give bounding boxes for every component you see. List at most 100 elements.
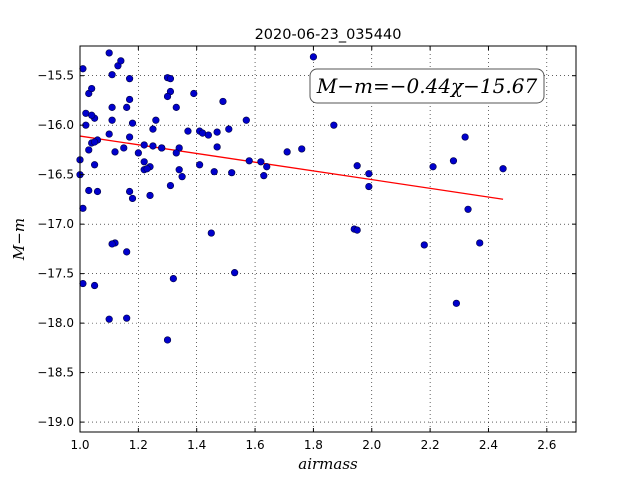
data-point	[353, 226, 361, 234]
data-point	[128, 194, 137, 203]
data-point	[260, 172, 268, 180]
data-point	[108, 240, 116, 248]
data-point	[461, 133, 469, 141]
y-tick-label: −17.5	[37, 267, 74, 281]
x-tick-label: 2.6	[537, 438, 556, 452]
data-point	[228, 169, 236, 177]
data-point	[88, 84, 96, 93]
data-point	[126, 133, 134, 141]
data-point	[309, 53, 318, 61]
data-point	[166, 181, 175, 190]
data-point	[242, 116, 250, 124]
y-tick-label: −19.0	[37, 415, 74, 429]
y-axis-label: M−m	[10, 218, 28, 261]
data-point	[105, 130, 113, 138]
data-point	[143, 165, 151, 173]
data-point	[231, 269, 239, 277]
data-point	[225, 125, 233, 133]
y-tick-label: −15.5	[37, 69, 74, 83]
data-point	[126, 187, 134, 196]
data-point	[149, 142, 157, 150]
x-axis-label: airmass	[298, 455, 358, 473]
data-point	[283, 148, 291, 156]
data-point	[146, 191, 154, 200]
y-tick-label: −16.0	[37, 118, 74, 132]
data-point	[169, 274, 177, 283]
data-point	[79, 279, 87, 288]
data-point	[449, 157, 458, 165]
data-point	[196, 161, 204, 169]
x-tick-label: 2.2	[421, 438, 440, 452]
data-point	[123, 314, 131, 322]
data-point	[79, 204, 87, 212]
x-tick-label: 1.4	[187, 438, 206, 452]
data-point	[126, 75, 134, 83]
y-tick-label: −18.0	[37, 316, 74, 330]
data-point	[452, 299, 460, 307]
data-point	[210, 168, 218, 176]
data-point	[105, 315, 113, 323]
fit-equation-box: M−m=−0.44χ−15.67	[309, 68, 545, 104]
data-point	[464, 205, 472, 213]
data-point	[134, 149, 142, 157]
data-point	[172, 103, 180, 111]
data-point	[207, 229, 215, 237]
data-point	[213, 143, 221, 151]
data-point	[420, 241, 428, 249]
chart-title: 2020-06-23_035440	[255, 27, 402, 43]
x-tick-label: 1.8	[304, 438, 323, 452]
data-point	[163, 92, 172, 101]
x-axis-ticks: 1.0 1.2 1.4 1.6 1.8 2.0 2.2 2.4 2.6	[70, 46, 556, 452]
data-point	[85, 146, 93, 154]
data-point	[111, 148, 119, 156]
x-tick-label: 1.0	[70, 438, 89, 452]
data-point	[108, 116, 116, 124]
data-point	[149, 125, 157, 133]
y-tick-label: −18.5	[37, 366, 74, 380]
data-point	[152, 116, 160, 124]
data-point	[166, 75, 175, 83]
data-point	[175, 166, 183, 174]
y-tick-label: −17.0	[37, 217, 74, 231]
x-tick-label: 2.4	[479, 438, 498, 452]
data-point	[90, 281, 99, 290]
data-point	[298, 145, 306, 153]
data-point	[126, 95, 134, 104]
y-tick-label: −16.5	[37, 168, 74, 182]
data-point	[365, 170, 373, 178]
data-point	[108, 103, 116, 111]
data-point	[140, 158, 148, 166]
data-point	[429, 163, 437, 171]
data-point	[88, 111, 96, 119]
fit-equation-text: M−m=−0.44χ−15.67	[316, 74, 538, 98]
data-point	[178, 173, 186, 181]
y-axis-ticks: −15.5 −16.0 −16.5 −17.0 −17.5 −18.0 −18.5 −19.0	[37, 69, 576, 429]
data-point	[128, 119, 137, 127]
data-point	[140, 141, 148, 149]
data-point	[257, 158, 265, 166]
data-point	[90, 161, 99, 169]
data-point	[330, 121, 338, 129]
fit-equation-frame	[309, 68, 545, 104]
data-point	[90, 138, 99, 146]
data-point	[184, 127, 192, 135]
data-point	[190, 89, 198, 98]
data-point	[163, 336, 172, 344]
data-point	[123, 103, 131, 111]
data-point	[105, 49, 113, 57]
x-tick-label: 1.6	[246, 438, 265, 452]
data-point	[93, 187, 102, 196]
data-point	[85, 186, 93, 195]
data-point	[108, 71, 116, 79]
data-point	[79, 65, 87, 73]
x-tick-label: 1.2	[129, 438, 148, 452]
plot-frame	[79, 45, 577, 433]
data-point	[499, 165, 507, 173]
data-point	[158, 144, 166, 152]
data-point	[353, 162, 361, 170]
x-tick-label: 2.0	[362, 438, 381, 452]
data-point	[120, 144, 128, 152]
data-point	[476, 239, 484, 247]
data-point	[263, 163, 271, 171]
